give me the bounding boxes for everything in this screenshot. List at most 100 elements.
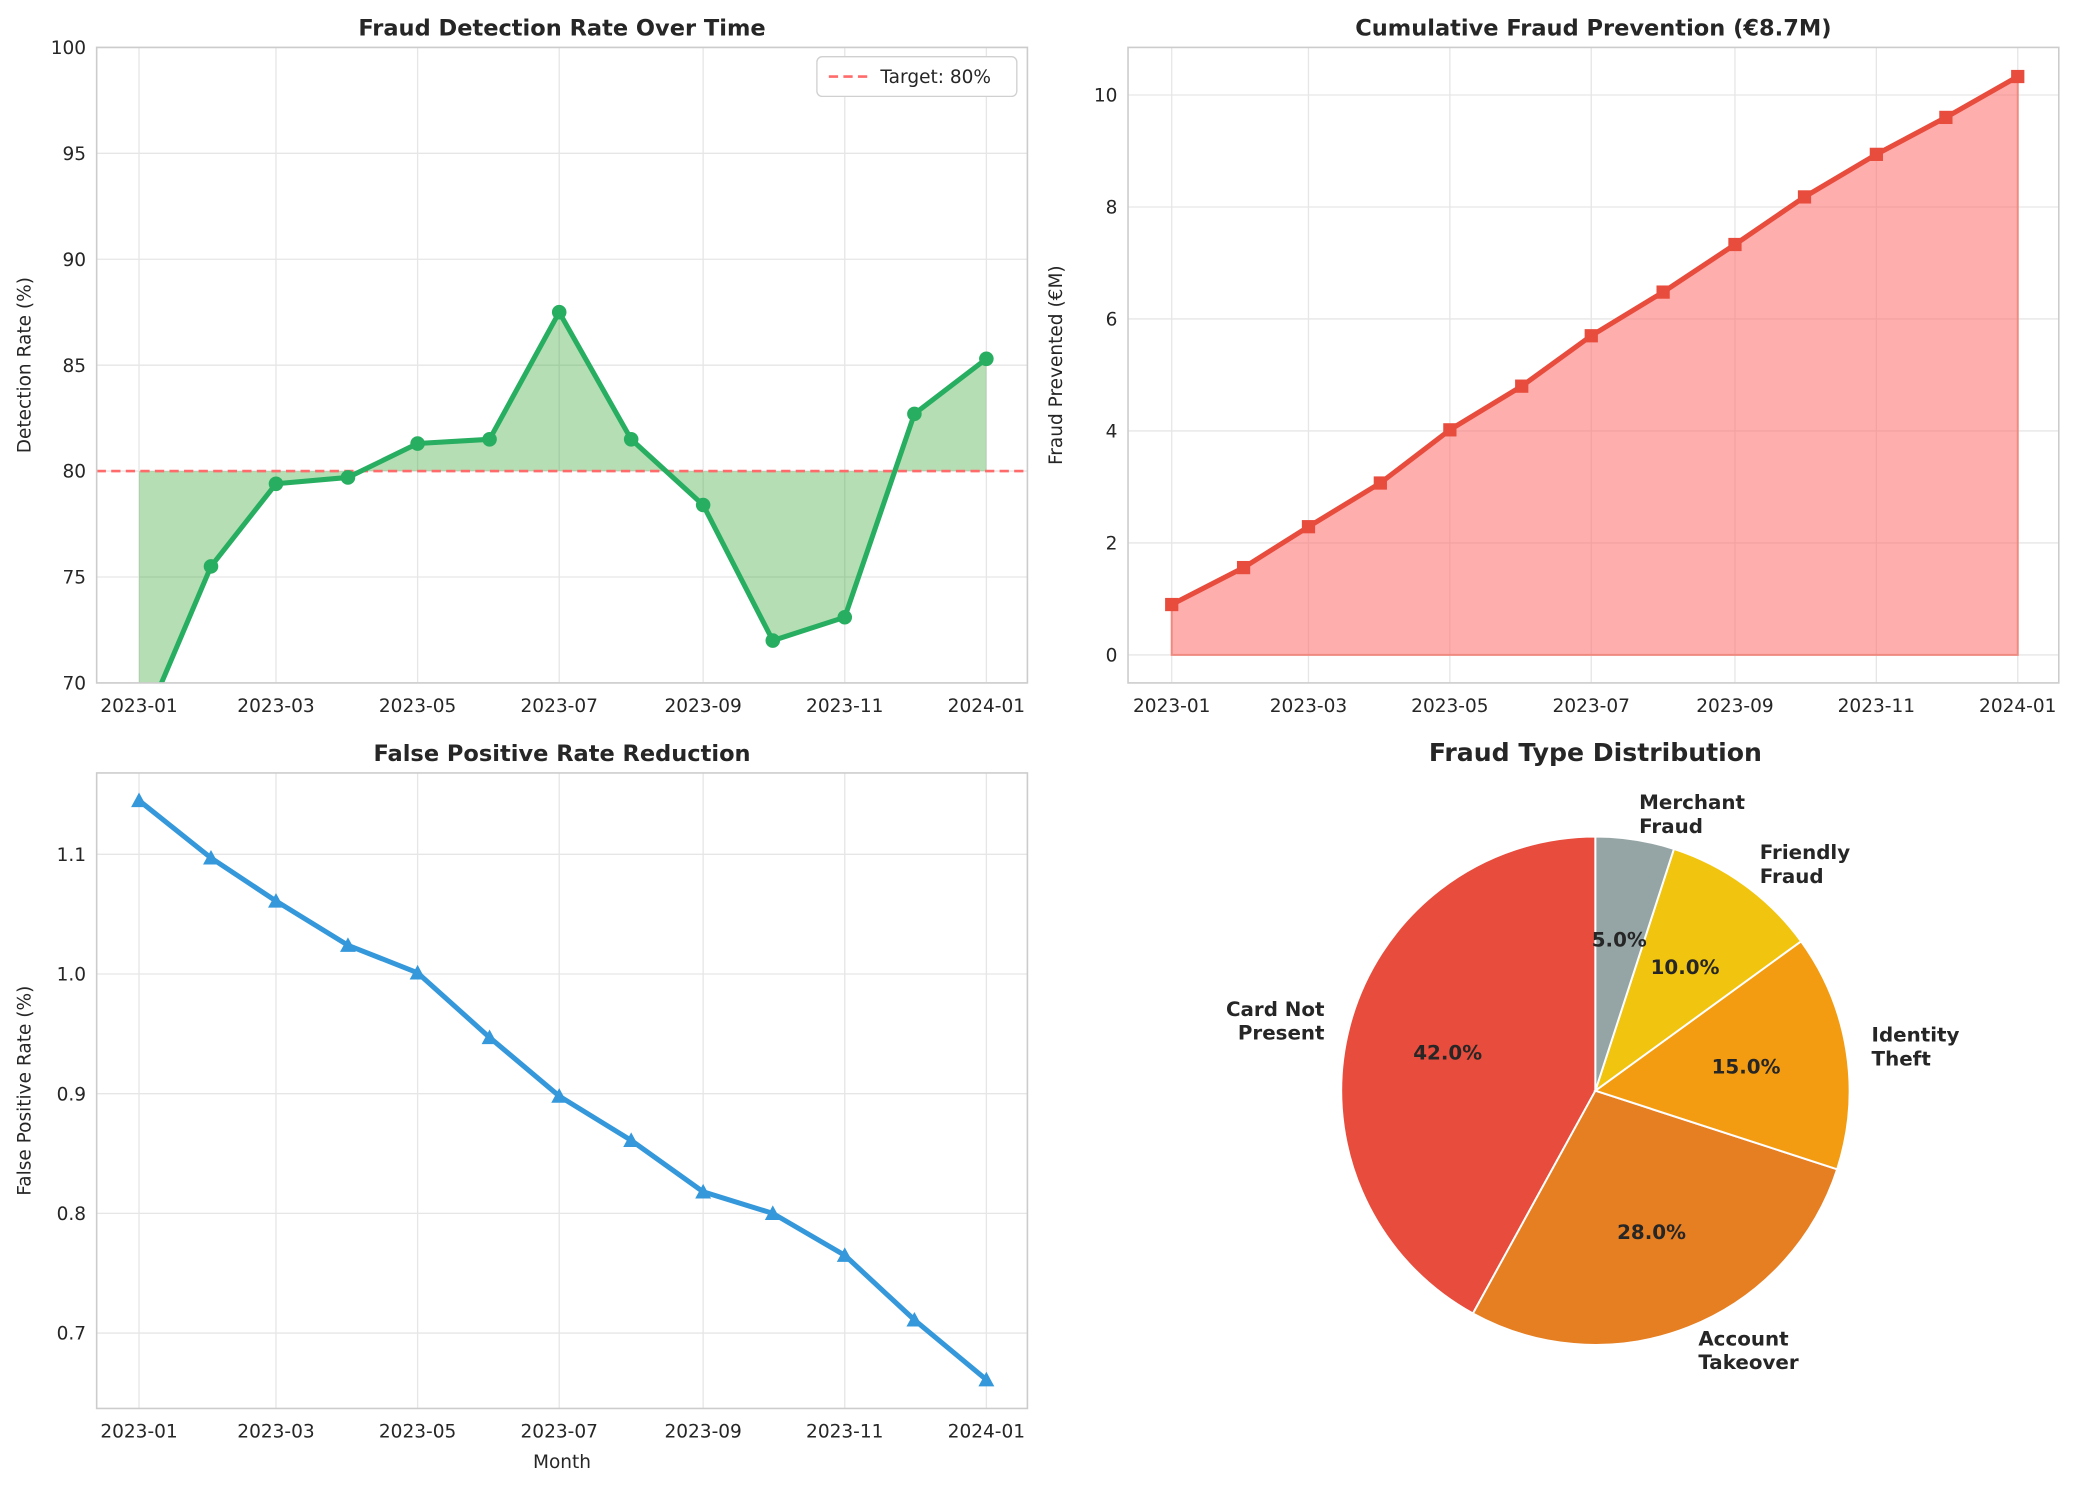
y-tick-label: 2	[1106, 534, 1118, 555]
label-line: Fraud	[1760, 865, 1824, 888]
x-tick-label: 2023-09	[1696, 696, 1773, 717]
y-tick-label: 70	[62, 674, 86, 695]
axes-frame	[95, 772, 1029, 1410]
plot-area	[1165, 69, 2025, 656]
x-tick-label: 2023-07	[521, 696, 598, 717]
y-tick-label: 6	[1106, 310, 1118, 331]
data-point	[623, 432, 639, 447]
data-point	[268, 893, 284, 908]
x-tick-label: 2023-03	[1270, 696, 1347, 717]
data-point	[1443, 423, 1457, 437]
fraud-type-pie-chart: Fraud Type Distribution 42.0% Card Not Pres…	[1226, 738, 1960, 1374]
x-tick-label: 2023-09	[664, 1422, 741, 1443]
pie-slice	[1593, 847, 1803, 1094]
y-tick-label: 4	[1106, 422, 1118, 443]
y-tick-label: 10	[1094, 86, 1118, 107]
data-point	[482, 432, 497, 447]
data-point	[410, 436, 425, 451]
y-tick-label: 90	[62, 250, 86, 271]
x-tick-label: 2023-09	[664, 696, 741, 717]
x-tick-label: 2023-01	[1133, 696, 1210, 717]
y-tick-label: 1.0	[57, 965, 86, 986]
y-axis-label: False Positive Rate (%)	[14, 986, 35, 1196]
data-point	[1165, 597, 1179, 612]
chart-title: Cumulative Fraud Prevention (€8.7M)	[1355, 15, 1831, 41]
data-point	[268, 476, 284, 492]
pie-slice	[1593, 939, 1851, 1171]
x-tick-label: 2024-01	[948, 1422, 1025, 1443]
x-tick-label: 2023-05	[379, 1422, 456, 1443]
data-point	[1373, 476, 1387, 490]
x-tick-label: 2023-05	[379, 696, 456, 717]
y-tick-label: 85	[62, 356, 86, 377]
label-line: Merchant	[1639, 791, 1745, 814]
data-point	[1236, 560, 1251, 575]
x-tick-label: 2023-11	[806, 696, 883, 717]
data-point	[837, 609, 853, 625]
data-point	[2011, 69, 2025, 84]
x-tick-label: 2024-01	[948, 696, 1025, 717]
data-point	[1728, 237, 1742, 252]
y-tick-label: 100	[51, 38, 86, 59]
y-tick-label: 8	[1106, 198, 1118, 219]
x-tick-label: 2023-11	[1838, 696, 1915, 717]
data-point	[906, 1311, 923, 1327]
data-point	[1584, 329, 1598, 343]
x-tick-label: 2023-11	[806, 1422, 883, 1443]
x-tick-label: 2023-03	[237, 1422, 314, 1443]
data-point	[1797, 190, 1812, 204]
data-point	[551, 1088, 568, 1103]
data-point	[203, 849, 219, 865]
y-tick-label: 0.9	[57, 1084, 86, 1105]
chart-title: Fraud Type Distribution	[1429, 738, 1762, 767]
x-tick-label: 2023-07	[521, 1422, 598, 1443]
legend-box	[816, 56, 1018, 98]
pie-category-label: Identity Theft	[1872, 1024, 1960, 1071]
data-point	[623, 1132, 640, 1147]
pie-percent-label: 5.0%	[1592, 929, 1647, 952]
false-positive-chart: 2023-01 2023-03 2023-05 2023-07 2023-09 2023-…	[14, 741, 1029, 1473]
plot-area	[131, 792, 995, 1387]
data-point	[979, 351, 994, 367]
plot-area	[96, 304, 1028, 683]
fill-between-area	[139, 312, 987, 683]
x-tick-label: 2024-01	[1979, 696, 2056, 717]
x-tick-label: 2023-07	[1553, 696, 1630, 717]
y-axis-label: Detection Rate (%)	[14, 277, 35, 453]
data-point	[695, 1183, 712, 1199]
y-tick-label: 0	[1106, 646, 1118, 667]
y-axis-label: Fraud Prevented (€M)	[1046, 265, 1067, 465]
data-point	[978, 1371, 995, 1387]
chart-title: Fraud Detection Rate Over Time	[358, 15, 765, 41]
data-point	[481, 1029, 498, 1045]
data-point	[1656, 285, 1670, 299]
data-point	[1515, 379, 1529, 393]
y-tick-label: 0.8	[57, 1204, 86, 1225]
label-line: Friendly	[1760, 841, 1850, 864]
axes-frame	[1127, 46, 2060, 684]
y-tick-label: 0.7	[57, 1324, 86, 1345]
y-tick-label: 1.1	[57, 845, 86, 866]
legend-label: Target: 80%	[879, 67, 991, 88]
label-line: Card Not	[1226, 998, 1325, 1021]
data-point	[764, 1205, 781, 1221]
data-point	[131, 792, 147, 808]
label-line: Identity	[1872, 1024, 1960, 1047]
pie-percent-label: 28.0%	[1617, 1221, 1686, 1244]
data-point	[765, 633, 781, 648]
data-point	[836, 1247, 853, 1262]
data-point	[203, 559, 219, 574]
data-point	[1301, 520, 1316, 534]
data-point	[1869, 147, 1883, 161]
data-point	[695, 497, 711, 513]
data-point	[340, 470, 356, 485]
label-line: Takeover	[1698, 1351, 1799, 1374]
y-tick-label: 80	[62, 462, 86, 483]
data-point	[907, 406, 922, 422]
y-tick-label: 95	[62, 144, 86, 165]
cumulative-prevention-chart: 2023-01 2023-03 2023-05 2023-07 2023-09 2023-…	[1046, 15, 2060, 717]
x-axis-label: Month	[533, 1452, 591, 1473]
legend: Target: 80%	[816, 56, 1018, 98]
x-tick-label: 2023-03	[237, 696, 314, 717]
